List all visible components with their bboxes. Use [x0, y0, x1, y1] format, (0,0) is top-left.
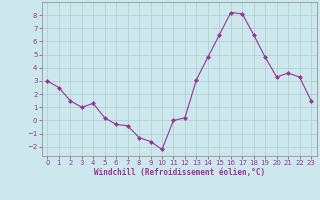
X-axis label: Windchill (Refroidissement éolien,°C): Windchill (Refroidissement éolien,°C)	[94, 168, 265, 177]
